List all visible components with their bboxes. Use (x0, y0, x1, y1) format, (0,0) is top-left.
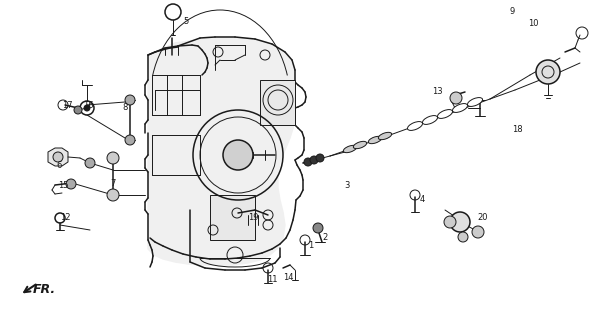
Text: FR.: FR. (33, 283, 56, 296)
Text: 20: 20 (477, 213, 487, 222)
Ellipse shape (452, 104, 467, 112)
Text: 11: 11 (267, 276, 277, 284)
Text: 6: 6 (56, 161, 61, 170)
Ellipse shape (438, 109, 453, 118)
Text: 4: 4 (420, 196, 426, 204)
Ellipse shape (344, 145, 357, 153)
Circle shape (458, 232, 468, 242)
Text: 3: 3 (344, 181, 350, 190)
Circle shape (125, 135, 135, 145)
Text: 15: 15 (58, 180, 69, 189)
Polygon shape (48, 148, 68, 166)
Circle shape (85, 158, 95, 168)
Ellipse shape (368, 136, 382, 144)
Circle shape (444, 216, 456, 228)
Circle shape (313, 223, 323, 233)
Ellipse shape (422, 116, 438, 124)
Text: 17: 17 (62, 101, 73, 110)
Text: 19: 19 (248, 213, 259, 222)
Ellipse shape (378, 132, 392, 140)
Text: 13: 13 (432, 87, 443, 97)
Text: 5: 5 (183, 18, 188, 27)
Circle shape (472, 226, 484, 238)
Ellipse shape (467, 98, 483, 107)
Circle shape (536, 60, 560, 84)
Polygon shape (148, 38, 295, 265)
Circle shape (84, 105, 90, 111)
Text: 12: 12 (60, 213, 70, 222)
Circle shape (304, 158, 312, 166)
Polygon shape (260, 80, 295, 125)
Circle shape (450, 212, 470, 232)
Polygon shape (210, 195, 255, 240)
Circle shape (310, 156, 318, 164)
Circle shape (107, 152, 119, 164)
Circle shape (450, 92, 462, 104)
Circle shape (66, 179, 76, 189)
Circle shape (316, 154, 324, 162)
Text: 1: 1 (308, 242, 313, 251)
Text: 10: 10 (528, 20, 538, 28)
Text: 18: 18 (512, 125, 523, 134)
Text: 7: 7 (110, 179, 115, 188)
Text: 2: 2 (322, 234, 327, 243)
Ellipse shape (407, 122, 422, 131)
Circle shape (74, 106, 82, 114)
Circle shape (125, 95, 135, 105)
Circle shape (223, 140, 253, 170)
Text: 16: 16 (83, 101, 93, 110)
Text: 9: 9 (510, 7, 515, 17)
Ellipse shape (353, 141, 367, 149)
Circle shape (107, 189, 119, 201)
Circle shape (53, 152, 63, 162)
Text: 8: 8 (122, 103, 127, 113)
Text: 14: 14 (283, 274, 294, 283)
